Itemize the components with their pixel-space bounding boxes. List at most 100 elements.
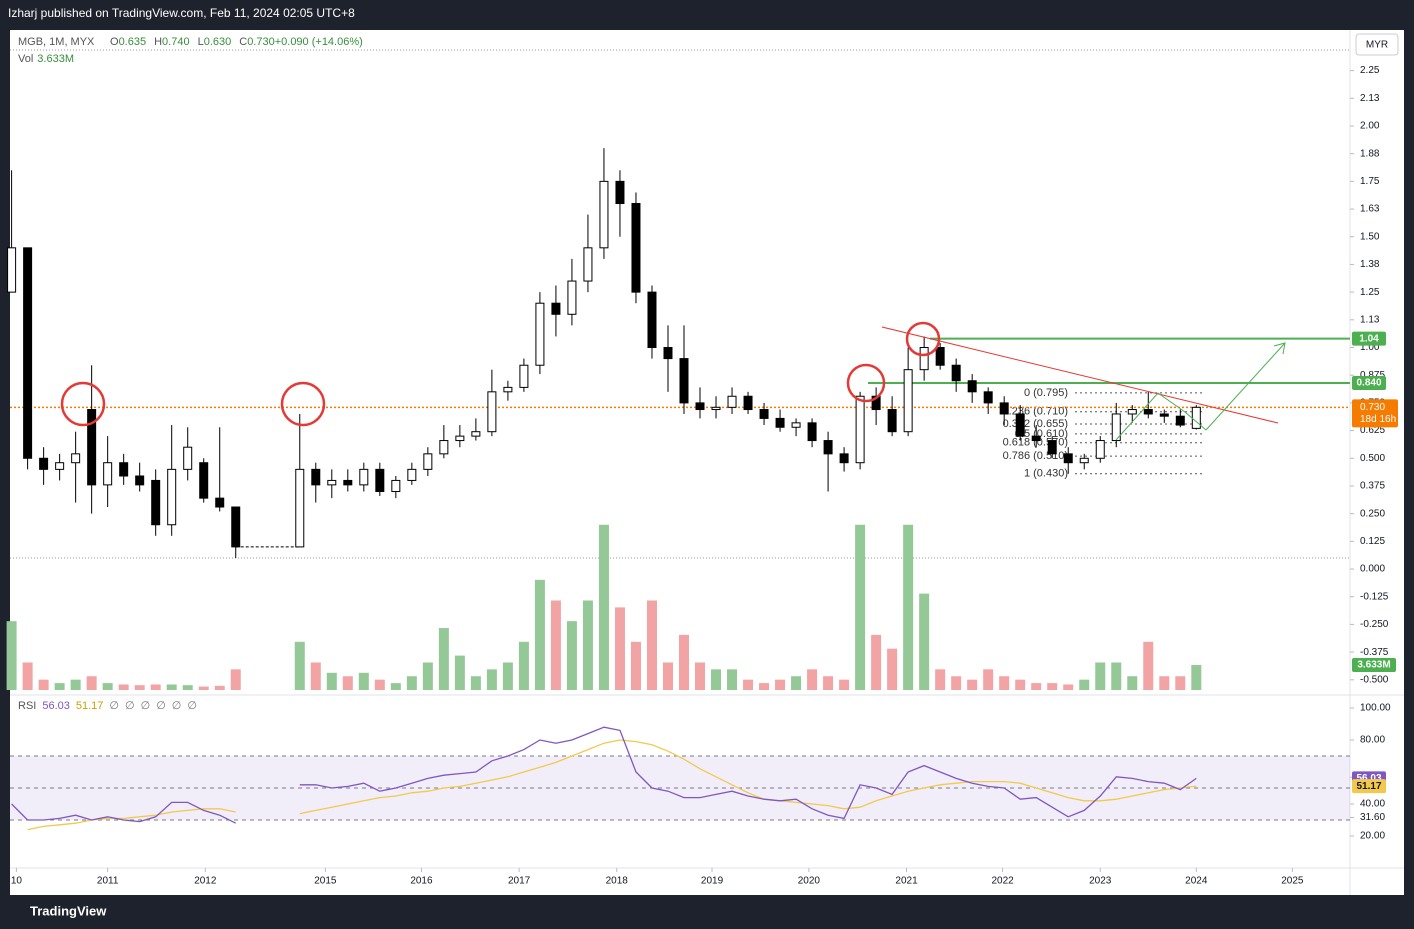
volume-bar (646, 600, 657, 690)
vol-value: 3.633M (37, 53, 74, 65)
rsi-legend-value: ∅ (141, 700, 151, 712)
candle-body (503, 386, 513, 393)
y-tick-label: 2.25 (1360, 65, 1380, 76)
volume-bar (1095, 662, 1106, 690)
arrow-head (1273, 342, 1286, 355)
volume-bar (54, 683, 65, 690)
volume-bar (871, 634, 882, 690)
volume-badge-bg (1352, 657, 1396, 672)
candle-body (215, 497, 225, 508)
candle-body (375, 468, 385, 493)
volume-bar (598, 524, 609, 690)
level-badge: 0.840 (1356, 378, 1381, 389)
candle-body (135, 475, 145, 486)
candle-body (535, 302, 545, 366)
volume-bar (759, 683, 770, 690)
candle-body (647, 291, 657, 349)
candle-body (1063, 453, 1073, 464)
volume-bar (711, 669, 722, 690)
legend-label: C (239, 36, 247, 48)
rsi-tick-label: 40.00 (1360, 799, 1385, 810)
x-tick-label: 10 (11, 876, 23, 887)
candle-body (343, 479, 353, 486)
volume-bar (86, 676, 97, 690)
candle-body (311, 468, 321, 486)
legend-value: +0.090 (+14.06%) (275, 36, 363, 48)
volume-bar (230, 669, 241, 690)
volume-bar (1175, 676, 1186, 690)
rsi-band (10, 756, 1350, 820)
volume-bar (566, 621, 577, 690)
candle-body (967, 380, 977, 393)
symbol: MGB, 1M, MYX (18, 36, 95, 48)
volume-bar (903, 524, 914, 690)
volume-bar (310, 662, 321, 690)
volume-bar (470, 676, 481, 690)
candle-body (887, 409, 897, 433)
rsi-legend-value: ∅ (109, 700, 119, 712)
candle-body (471, 431, 481, 437)
volume-bar (695, 662, 706, 690)
vol-legend: Vol 3.633M (18, 53, 74, 65)
volume-bar (983, 669, 994, 690)
level-badge: 1.04 (1359, 333, 1379, 344)
last-price-badge: 0.730 (1360, 402, 1385, 413)
candle-body (775, 417, 785, 428)
volume-bar (743, 679, 754, 690)
candle-body (1015, 413, 1025, 437)
rsi-tick-label: 31.60 (1360, 812, 1385, 823)
candle-body (599, 180, 609, 249)
candle-body (1047, 440, 1057, 455)
highlight-circle (280, 381, 326, 427)
rsi-legend: RSI 56.03 51.17 ∅ ∅ ∅ ∅ ∅ ∅ (18, 700, 197, 712)
x-tick-label: 2024 (1185, 876, 1208, 887)
volume-bar (406, 676, 417, 690)
candle-body (7, 247, 17, 293)
candle-body (1127, 409, 1137, 415)
candle-body (1159, 413, 1169, 417)
candle-body (231, 506, 241, 548)
projection-arrow (1205, 342, 1286, 431)
candle-body (391, 479, 401, 493)
candle-body (327, 479, 337, 486)
candle-body (151, 479, 161, 526)
volume-bar (679, 634, 690, 690)
rsi-legend-value: ∅ (156, 700, 166, 712)
candle-body (1191, 406, 1201, 429)
y-tick-label: 0.125 (1360, 536, 1385, 547)
y-tick-label: 1.63 (1360, 204, 1380, 215)
y-tick-label: -0.375 (1360, 647, 1389, 658)
candle-body (183, 446, 193, 470)
drawings (60, 321, 1286, 441)
candle-body (1095, 440, 1105, 459)
volume-bar (1191, 664, 1202, 690)
x-tick-label: 2022 (991, 876, 1014, 887)
candle-body (103, 462, 113, 486)
volume-bar (1143, 641, 1154, 690)
x-tick-label: 2025 (1281, 876, 1304, 887)
rsi-legend-value: ∅ (172, 700, 182, 712)
volume-bar (326, 672, 337, 690)
y-tick-label: 0.625 (1360, 425, 1385, 436)
candle-body (55, 462, 65, 470)
volume-bar (102, 683, 113, 690)
candle-body (839, 453, 849, 464)
rsi-legend-value: ∅ (125, 700, 135, 712)
volume-bar (150, 684, 161, 690)
volume-bar (38, 679, 49, 690)
rsi-tick-label: 80.00 (1360, 735, 1385, 746)
y-tick-label: 1.88 (1360, 148, 1380, 159)
x-tick-label: 2021 (895, 876, 918, 887)
rsi-tick-label: 100.00 (1360, 703, 1391, 714)
legend-value: 0.740 (162, 36, 190, 48)
x-tick-label: 2011 (97, 876, 119, 887)
x-tick-label: 2018 (606, 876, 629, 887)
currency-button[interactable] (1355, 33, 1399, 56)
volume-bar (662, 662, 673, 690)
candle-body (791, 422, 801, 428)
candle-body (455, 435, 465, 442)
candle-body (759, 409, 769, 419)
candle-body (583, 247, 593, 282)
candle-body (711, 406, 721, 411)
